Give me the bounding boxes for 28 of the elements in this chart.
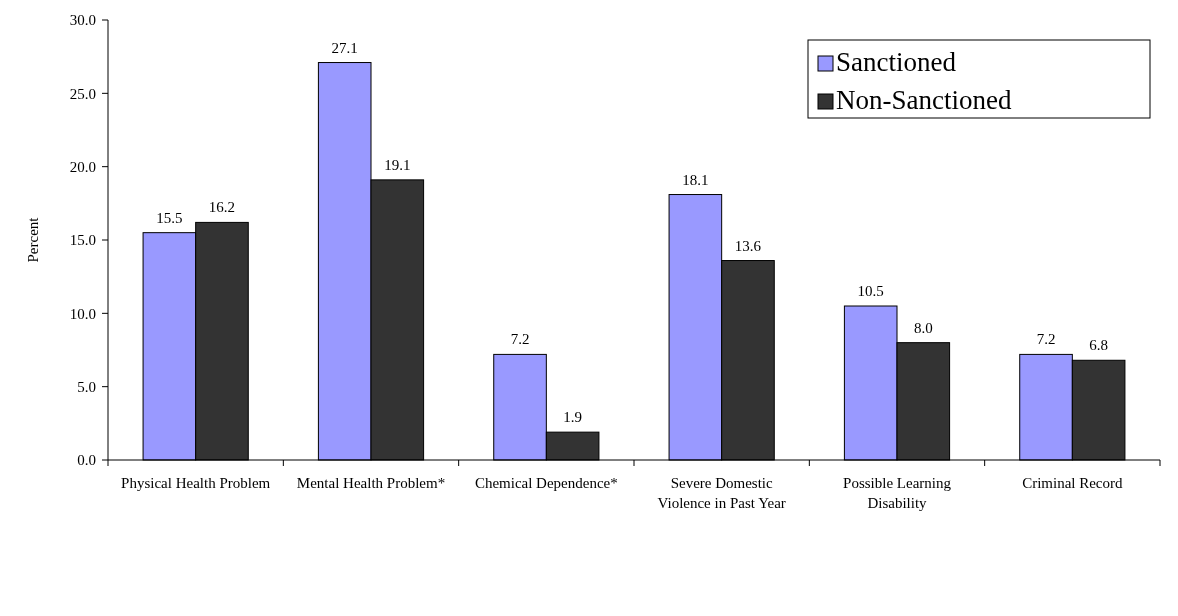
y-axis-title: Percent <box>25 216 41 263</box>
text: 19.1 <box>384 156 411 173</box>
y-tick-label: 5.0 <box>77 378 96 395</box>
text: 10.5 <box>857 283 884 299</box>
x-tick-label: Chemical Dependence* <box>474 475 618 491</box>
y-tick-label: 20.0 <box>69 158 96 175</box>
x-tick-label: Mental Health Problem* <box>296 475 446 491</box>
x-tick-label: Severe Domestic Violence in Past Year <box>657 475 786 511</box>
text: 7.2 <box>510 331 530 348</box>
text: 8.0 <box>913 319 933 336</box>
text: 13.6 <box>734 237 762 254</box>
y-tick-label: 30.0 <box>69 12 96 29</box>
x-tick-label: Criminal Record <box>1022 475 1124 491</box>
x-tick-label: Physical Health Problem <box>121 475 271 491</box>
y-tick-label: 25.0 <box>69 85 96 102</box>
text: 6.8 <box>1089 337 1109 354</box>
text: 15.5 <box>156 209 183 226</box>
text: 7.2 <box>1036 331 1056 348</box>
text: 27.1 <box>331 39 358 56</box>
legend-label: Sanctioned <box>836 47 957 77</box>
y-tick-label: 0.0 <box>77 452 96 469</box>
text: 16.2 <box>208 199 236 216</box>
legend-label: Non-Sanctioned <box>836 85 1012 115</box>
y-tick-label: 15.0 <box>69 232 96 249</box>
y-tick-label: 10.0 <box>69 305 96 322</box>
x-tick-label: Possible Learning Disability <box>843 475 952 511</box>
text: 18.1 <box>682 171 709 188</box>
text: 1.9 <box>563 409 583 426</box>
